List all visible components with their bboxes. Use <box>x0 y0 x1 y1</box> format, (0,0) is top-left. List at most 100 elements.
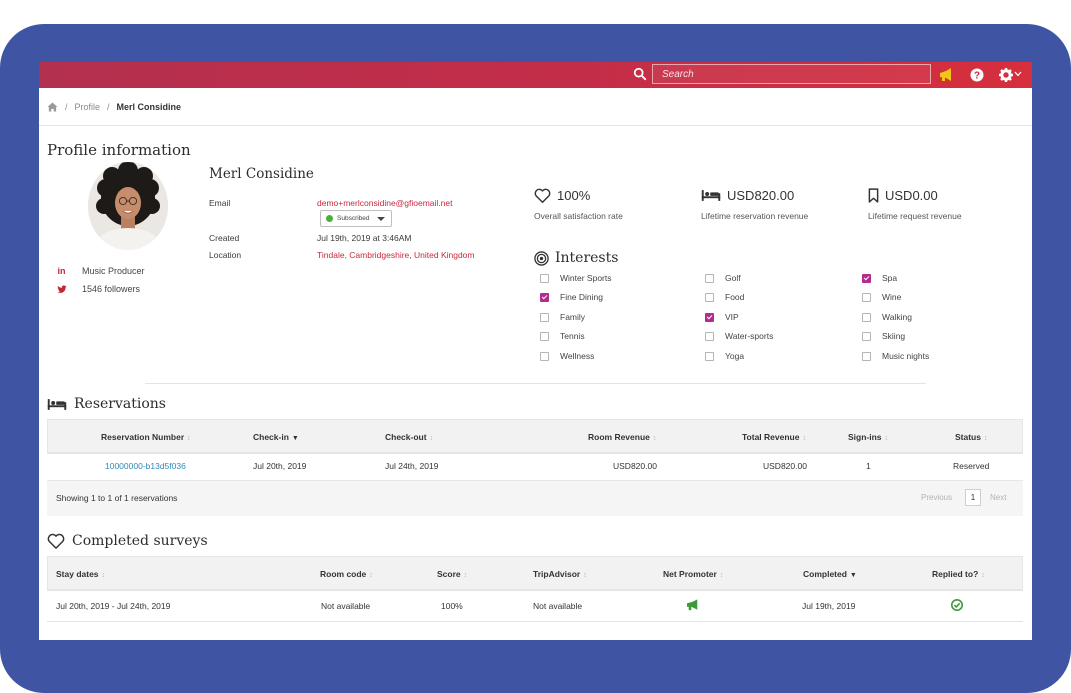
interest-checkbox[interactable]: Tennis <box>540 331 585 341</box>
breadcrumb-separator: / <box>65 102 68 112</box>
breadcrumb-item-profile[interactable]: Profile <box>74 102 101 112</box>
checkbox[interactable] <box>862 312 871 322</box>
interest-checkbox[interactable]: Spa <box>862 273 897 283</box>
column-header[interactable]: Room Revenue ↕ <box>588 432 656 442</box>
interest-checkbox[interactable]: Yoga <box>705 351 744 361</box>
pagination-page[interactable]: 1 <box>965 489 981 506</box>
sort-icon: ↕ <box>652 435 657 442</box>
interest-label: Skiing <box>882 331 906 341</box>
column-header-label: Check-out <box>385 432 427 442</box>
stat-label: Lifetime reservation revenue <box>701 211 809 221</box>
column-header[interactable]: Stay dates ↕ <box>56 569 105 579</box>
checkbox[interactable] <box>705 273 714 283</box>
location-link[interactable]: Tindale, Cambridgeshire, United Kingdom <box>317 250 475 260</box>
interest-checkbox[interactable]: Skiing <box>862 331 905 341</box>
column-header-label: Check-in <box>253 432 289 442</box>
stat-label: Lifetime request revenue <box>868 211 962 221</box>
interest-checkbox[interactable]: Walking <box>862 312 912 322</box>
column-header[interactable]: Reservation Number ↕ <box>101 432 191 442</box>
breadcrumb: / Profile / Merl Considine <box>47 100 181 114</box>
gear-icon[interactable] <box>998 67 1014 83</box>
interest-label: Food <box>725 292 745 302</box>
checkbox[interactable] <box>705 351 714 361</box>
heart-icon <box>534 188 551 203</box>
search-icon[interactable] <box>633 67 647 81</box>
pagination-previous[interactable]: Previous <box>921 493 953 502</box>
checkbox[interactable] <box>705 292 714 302</box>
interest-label: Wine <box>882 292 902 302</box>
column-header[interactable]: Total Revenue ↕ <box>742 432 806 442</box>
checkbox[interactable] <box>540 292 549 302</box>
help-icon[interactable]: ? <box>969 67 985 83</box>
column-header[interactable]: Status ↕ <box>955 432 987 442</box>
interest-checkbox[interactable]: Wellness <box>540 351 594 361</box>
interest-checkbox[interactable]: Golf <box>705 273 741 283</box>
interest-checkbox[interactable]: Music nights <box>862 351 929 361</box>
column-header[interactable]: Replied to? ↕ <box>932 569 985 579</box>
interest-checkbox[interactable]: Food <box>705 292 744 302</box>
checkbox[interactable] <box>862 292 871 302</box>
reservations-title: Reservations <box>74 396 166 412</box>
checkbox[interactable] <box>705 312 714 322</box>
svg-text:?: ? <box>974 71 980 82</box>
search-input[interactable] <box>652 64 931 84</box>
bookmark-icon <box>868 188 879 203</box>
checkbox[interactable] <box>540 351 549 361</box>
table-cell: Jul 24th, 2019 <box>385 461 439 471</box>
sort-icon: ↕ <box>583 572 587 579</box>
email-link[interactable]: demo+merlconsidine@gfioemail.net <box>317 198 453 208</box>
surveys-table-header <box>47 556 1023 590</box>
created-label: Created <box>209 233 240 243</box>
column-header[interactable]: Sign-ins ↕ <box>848 432 888 442</box>
created-value: Jul 19th, 2019 at 3:46AM <box>317 233 412 243</box>
divider <box>39 125 1032 126</box>
table-cell: USD820.00 <box>613 461 657 471</box>
followers-text: 1546 followers <box>82 284 141 294</box>
checkbox[interactable] <box>862 331 871 341</box>
interest-label: Fine Dining <box>560 292 603 302</box>
twitter-icon[interactable] <box>55 284 68 294</box>
column-header-label: Score <box>437 569 461 579</box>
checkbox[interactable] <box>705 331 714 341</box>
column-header[interactable]: Completed ▼ <box>803 569 857 579</box>
checkbox[interactable] <box>540 331 549 341</box>
column-header[interactable]: Net Promoter ↕ <box>663 569 723 579</box>
table-divider <box>47 621 1023 622</box>
checkbox[interactable] <box>862 273 871 283</box>
linkedin-icon[interactable]: in <box>57 266 66 276</box>
interest-checkbox[interactable]: Wine <box>862 292 901 302</box>
megaphone-icon <box>687 599 698 611</box>
column-header[interactable]: Room code ↕ <box>320 569 373 579</box>
sort-icon: ↕ <box>983 435 988 442</box>
column-header-label: Status <box>955 432 981 442</box>
column-header[interactable]: Score ↕ <box>437 569 467 579</box>
checkbox[interactable] <box>540 273 549 283</box>
subscription-dropdown[interactable]: Subscribed <box>320 210 392 227</box>
column-header-label: Total Revenue <box>742 432 800 442</box>
heart-icon <box>47 533 65 549</box>
column-header[interactable]: Check-in ▼ <box>253 432 299 442</box>
interest-checkbox[interactable]: Winter Sports <box>540 273 612 283</box>
column-header[interactable]: Check-out ↕ <box>385 432 433 442</box>
checkbox[interactable] <box>862 351 871 361</box>
checkbox[interactable] <box>540 312 549 322</box>
megaphone-icon[interactable] <box>938 67 954 83</box>
table-cell[interactable]: 10000000-b13d5f036 <box>105 461 186 471</box>
interest-checkbox[interactable]: Fine Dining <box>540 292 603 302</box>
subscription-status: Subscribed <box>337 215 370 222</box>
interests-heading: Interests <box>534 250 618 266</box>
sort-icon: ↕ <box>463 572 468 579</box>
sort-icon: ↕ <box>187 435 191 442</box>
interest-checkbox[interactable]: Water-sports <box>705 331 773 341</box>
table-cell: Reserved <box>953 461 990 471</box>
location-label: Location <box>209 250 242 260</box>
home-icon[interactable] <box>47 102 58 112</box>
breadcrumb-item-current: Merl Considine <box>116 102 182 112</box>
interest-checkbox[interactable]: VIP <box>705 312 739 322</box>
table-cell: USD820.00 <box>763 461 807 471</box>
column-header[interactable]: TripAdvisor ↕ <box>533 569 587 579</box>
pagination-next[interactable]: Next <box>990 493 1007 502</box>
chevron-down-icon[interactable] <box>1014 70 1022 78</box>
interest-checkbox[interactable]: Family <box>540 312 585 322</box>
column-header-label: Room code <box>320 569 367 579</box>
